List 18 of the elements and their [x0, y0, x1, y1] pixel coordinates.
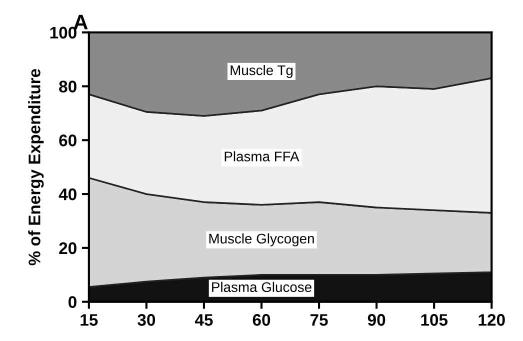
y-tick-label: 0: [68, 296, 76, 308]
series-label: Plasma FFA: [224, 151, 300, 162]
series-label: Muscle Tg: [230, 64, 293, 78]
x-tick-label: 30: [138, 314, 156, 326]
y-tick-label: 40: [58, 188, 76, 200]
y-tick-label: 20: [59, 242, 76, 254]
x-tick-label: 15: [80, 314, 98, 326]
y-tick-label: 60: [59, 134, 76, 146]
y-axis-title: % of Energy Expenditure: [28, 69, 44, 266]
x-tick-label: 90: [368, 314, 386, 326]
series-label: Plasma Glucose: [212, 282, 312, 292]
x-tick-label: 120: [478, 314, 505, 326]
y-tick-label: 80: [59, 80, 76, 92]
series-label: Muscle Glycogen: [209, 233, 314, 246]
x-tick-label: 45: [194, 314, 213, 326]
x-tick-label: 75: [310, 314, 328, 326]
x-tick-label: 60: [252, 314, 270, 326]
x-tick-label: 105: [421, 314, 448, 326]
